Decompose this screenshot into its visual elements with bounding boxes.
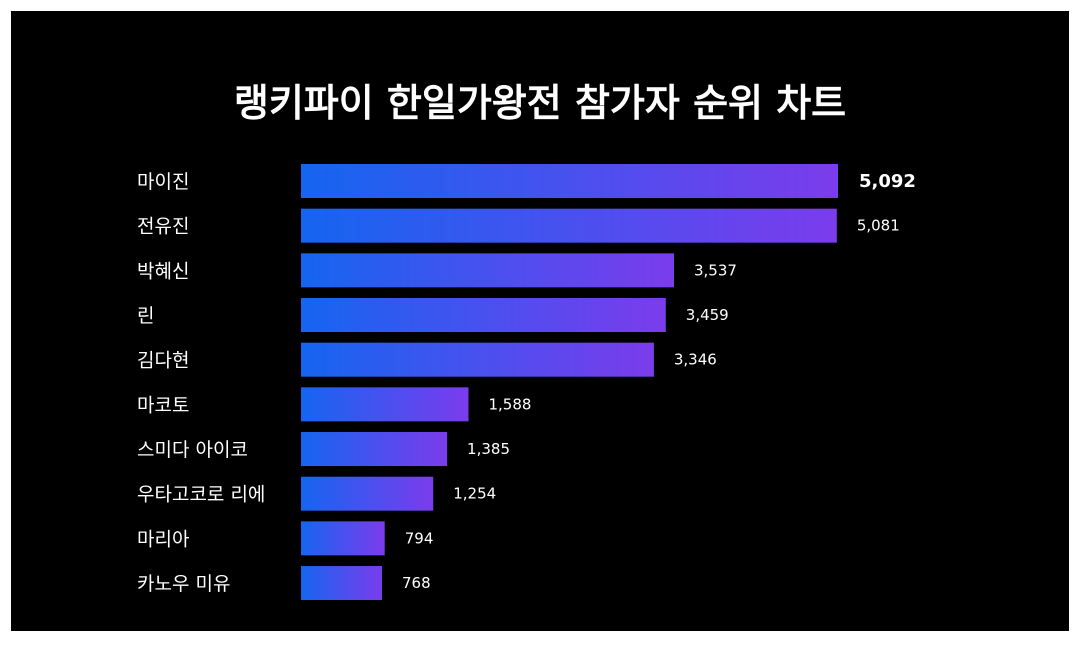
bar	[301, 566, 382, 601]
category-label: 린	[137, 305, 154, 327]
category-label: 카노우 미유	[137, 573, 230, 595]
value-label: 5,081	[857, 217, 900, 235]
value-label: 3,459	[686, 306, 729, 324]
value-label: 794	[405, 529, 434, 547]
bar	[301, 387, 469, 422]
bar	[301, 432, 448, 467]
category-label: 박혜신	[137, 260, 189, 282]
bar	[301, 476, 434, 511]
value-label: 5,092	[859, 171, 916, 192]
category-label: 마코토	[137, 394, 189, 416]
value-label: 1,254	[453, 485, 496, 503]
bar	[301, 342, 654, 377]
category-label: 전유진	[137, 216, 189, 238]
bar	[301, 521, 385, 556]
bar	[301, 298, 666, 333]
value-label: 1,588	[488, 395, 531, 413]
bar	[301, 253, 674, 288]
category-label: 스미다 아이코	[137, 439, 248, 461]
category-label: 마리아	[137, 528, 189, 550]
chart-title: 랭키파이 한일가왕전 참가자 순위 차트	[233, 81, 847, 125]
bar	[301, 164, 838, 198]
category-label: 우타고코로 리에	[137, 484, 265, 506]
category-label: 김다현	[137, 350, 189, 372]
value-label: 3,346	[674, 351, 717, 369]
value-label: 3,537	[694, 261, 737, 279]
value-label: 768	[402, 574, 431, 592]
bar	[301, 208, 837, 243]
category-label: 마이진	[137, 171, 189, 193]
value-label: 1,385	[467, 440, 510, 458]
